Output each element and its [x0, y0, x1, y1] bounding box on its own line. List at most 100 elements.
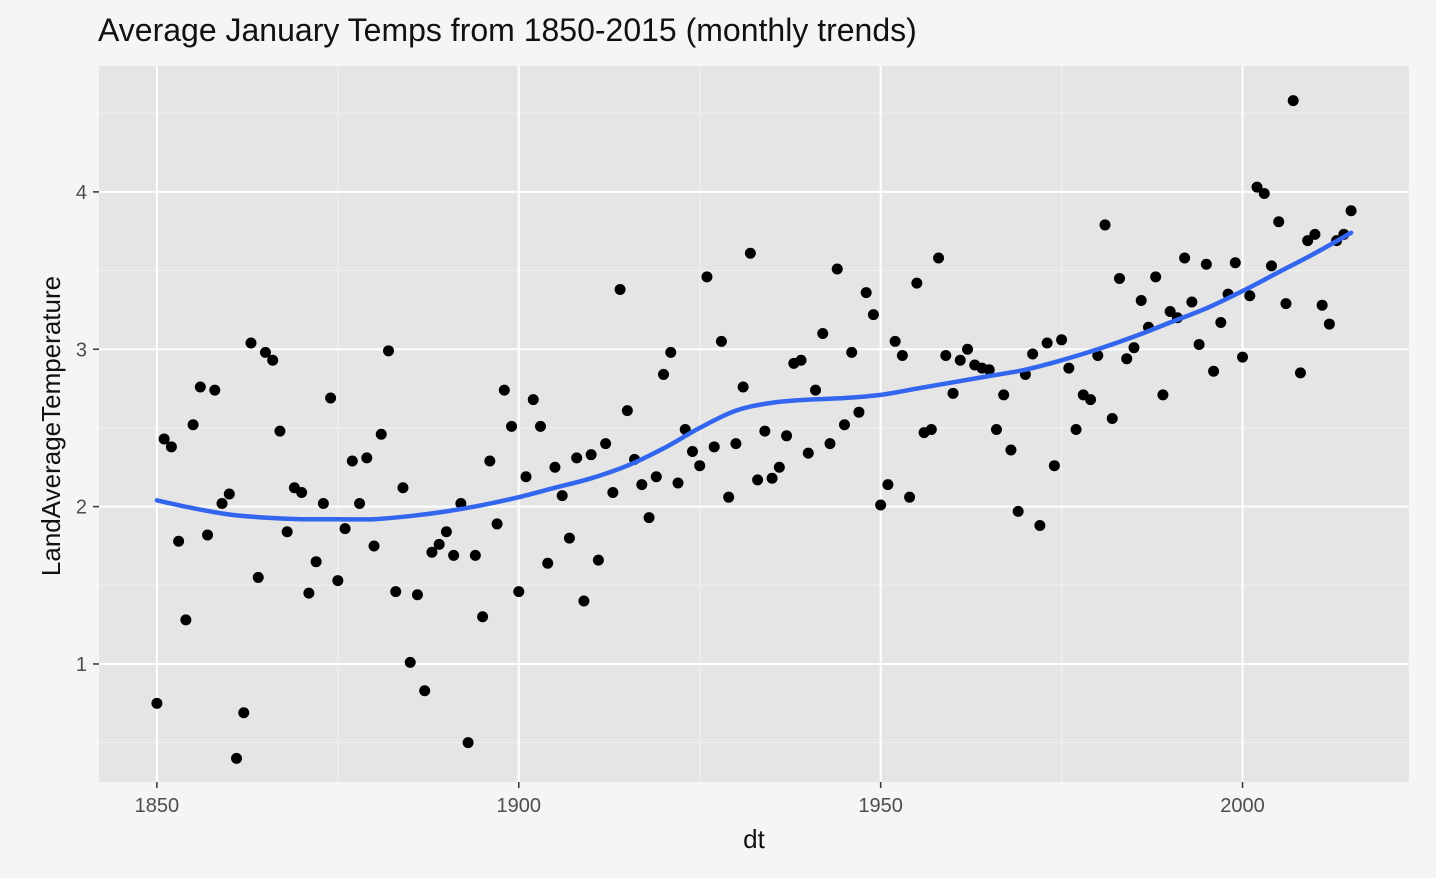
- data-point: [281, 526, 293, 538]
- data-point: [1150, 271, 1162, 283]
- data-point: [383, 345, 395, 357]
- major-gridlines: [99, 66, 1409, 782]
- data-point: [1280, 298, 1292, 310]
- data-point: [520, 471, 532, 483]
- data-point: [658, 368, 670, 380]
- x-tick-label: 1900: [497, 795, 542, 817]
- data-point: [1164, 305, 1176, 317]
- y-axis-title: LandAverageTemperature: [36, 276, 66, 576]
- data-point: [701, 271, 713, 283]
- data-point: [296, 486, 308, 498]
- data-point: [802, 447, 814, 459]
- data-point: [838, 419, 850, 431]
- data-point: [737, 381, 749, 393]
- data-point: [1157, 389, 1169, 401]
- data-point: [933, 252, 945, 264]
- scatter-points: [151, 95, 1357, 764]
- data-point: [534, 420, 546, 432]
- data-point: [983, 364, 995, 376]
- data-point: [274, 425, 286, 437]
- data-point: [889, 335, 901, 347]
- data-point: [1099, 219, 1111, 231]
- x-axis-ticks: 1850 1900 1950 2000: [135, 782, 1265, 817]
- data-point: [571, 452, 583, 464]
- data-point: [824, 438, 836, 450]
- x-tick-label: 1950: [858, 795, 903, 817]
- data-point: [962, 343, 974, 355]
- data-point: [954, 354, 966, 366]
- data-point: [477, 611, 489, 623]
- data-point: [187, 419, 199, 431]
- data-point: [245, 337, 257, 349]
- y-tick-label: 4: [76, 182, 87, 204]
- data-point: [1041, 337, 1053, 349]
- data-point: [259, 346, 271, 358]
- x-tick-label: 2000: [1220, 795, 1265, 817]
- data-point: [715, 335, 727, 347]
- data-point: [672, 477, 684, 489]
- data-point: [773, 461, 785, 473]
- data-point: [1034, 519, 1046, 531]
- data-point: [202, 529, 214, 541]
- plot-panel: [99, 66, 1409, 782]
- data-point: [607, 486, 619, 498]
- data-point: [752, 474, 764, 486]
- data-point: [867, 309, 879, 321]
- data-point: [1135, 294, 1147, 306]
- data-point: [1179, 252, 1191, 264]
- data-point: [1012, 505, 1024, 517]
- data-point: [549, 461, 561, 473]
- data-point: [1273, 216, 1285, 228]
- data-point: [810, 384, 822, 396]
- data-point: [1113, 272, 1125, 284]
- data-point: [1085, 394, 1097, 406]
- data-point: [151, 697, 163, 709]
- data-point: [469, 549, 481, 561]
- data-point: [744, 247, 756, 259]
- data-point: [1106, 412, 1118, 424]
- data-point: [252, 571, 264, 583]
- data-point: [1186, 296, 1198, 308]
- data-point: [665, 346, 677, 358]
- data-point: [310, 556, 322, 568]
- data-point: [404, 656, 416, 668]
- data-point: [1208, 365, 1220, 377]
- data-point: [317, 497, 329, 509]
- data-point: [723, 491, 735, 503]
- data-point: [578, 595, 590, 607]
- data-point: [896, 350, 908, 362]
- data-point: [875, 499, 887, 511]
- data-point: [766, 472, 778, 484]
- data-point: [346, 455, 358, 467]
- data-point: [325, 392, 337, 404]
- data-point: [527, 394, 539, 406]
- data-point: [817, 328, 829, 340]
- y-tick-label: 1: [76, 654, 87, 676]
- data-point: [542, 557, 554, 569]
- data-point: [332, 575, 344, 587]
- minor-gridlines: [99, 66, 1409, 782]
- data-point: [462, 737, 474, 749]
- data-point: [440, 526, 452, 538]
- data-point: [231, 752, 243, 764]
- data-point: [339, 523, 351, 535]
- data-point: [361, 452, 373, 464]
- data-point: [375, 428, 387, 440]
- data-point: [397, 482, 409, 494]
- x-tick-label: 1850: [135, 795, 180, 817]
- data-point: [1229, 257, 1241, 269]
- data-point: [600, 438, 612, 450]
- data-point: [1287, 95, 1299, 107]
- data-point: [831, 263, 843, 275]
- data-point: [1302, 235, 1314, 247]
- data-point: [592, 554, 604, 566]
- data-point: [484, 455, 496, 467]
- data-point: [354, 497, 366, 509]
- data-point: [209, 384, 221, 396]
- data-point: [426, 546, 438, 558]
- y-tick-label: 2: [76, 497, 87, 519]
- data-point: [1193, 339, 1205, 351]
- data-point: [303, 587, 315, 599]
- data-point: [1005, 444, 1017, 456]
- data-point: [173, 535, 185, 547]
